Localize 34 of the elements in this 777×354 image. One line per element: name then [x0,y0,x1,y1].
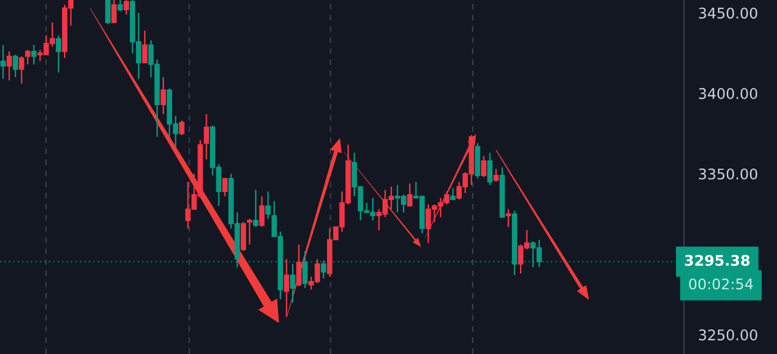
candlestick [142,30,148,64]
candlestick [222,178,228,198]
text: 00:02:54 [689,278,753,290]
candlestick [105,0,110,25]
ref-line-label: 3295.38 [684,254,750,266]
y-tick-label: 3350.00 [699,168,758,180]
y-tick-label: 3450.00 [699,8,758,19]
candlestick [124,0,129,16]
candlestick [290,263,296,304]
candlestick [450,188,456,200]
candlestick [265,190,271,220]
candlestick [493,168,499,183]
candlestick [31,44,37,66]
y-tick-label: 3250.00 [699,329,758,340]
candlestick [0,44,6,80]
candlestick [179,120,184,136]
candlestick [12,54,18,78]
candlestick [253,189,258,228]
candlestick [407,182,412,207]
candlestick [25,49,30,66]
candlestick [296,244,302,288]
candlestick [6,50,12,82]
candlestick [118,0,123,12]
candlestick [160,76,166,115]
candlestick [246,218,252,246]
candlestick [506,208,512,228]
y-tick-label: 3400.00 [699,88,758,100]
candlestick [18,56,24,84]
candlestick [487,152,493,186]
candlestick [204,114,210,160]
candlestick [259,196,265,228]
candlestick [56,34,62,74]
candlestick [111,0,117,24]
candlestick [481,155,486,178]
